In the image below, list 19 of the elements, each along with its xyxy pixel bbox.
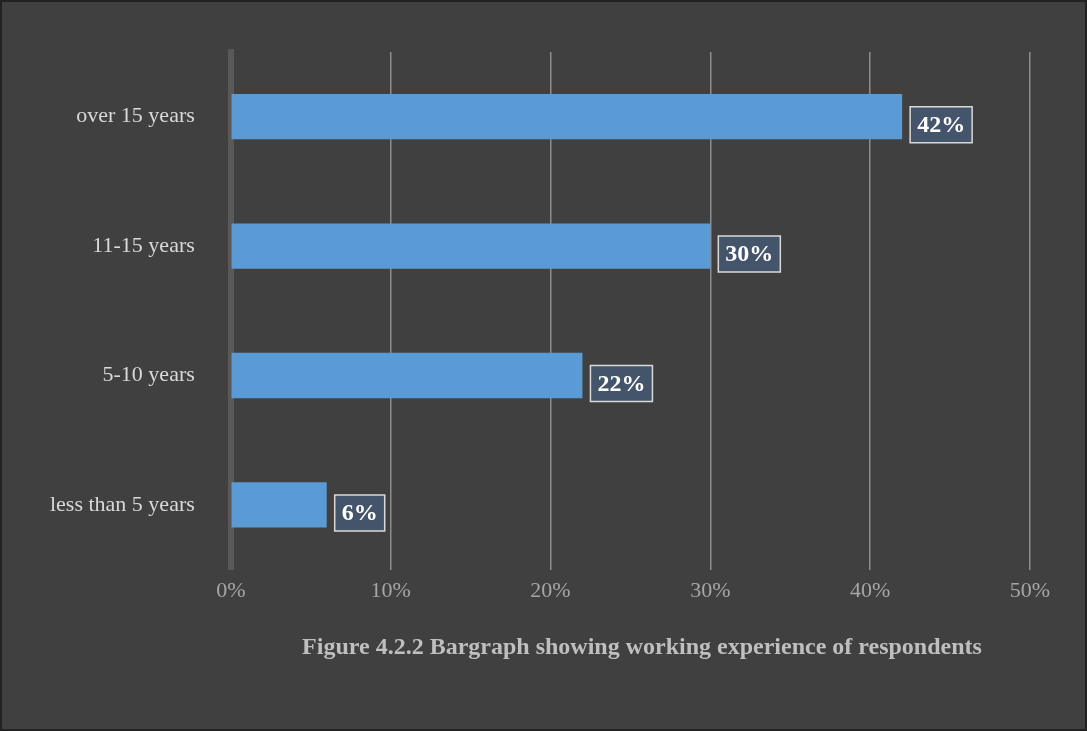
bar — [231, 94, 903, 140]
x-tick-label: 40% — [849, 576, 891, 602]
data-label: 6% — [341, 499, 378, 526]
x-tick-label: 20% — [530, 576, 571, 602]
bar — [231, 223, 711, 269]
x-tick-label: 0% — [216, 576, 246, 602]
data-label: 22% — [597, 369, 646, 396]
y-tick-label: 5-10 years — [102, 361, 195, 387]
bar — [231, 352, 583, 399]
y-tick-label: over 15 years — [76, 102, 195, 128]
bar — [231, 482, 327, 528]
data-label: 30% — [725, 240, 774, 267]
y-tick-label: 11-15 years — [92, 231, 195, 257]
x-tick-label: 50% — [1009, 576, 1051, 602]
y-tick-label: less than 5 years — [50, 490, 195, 516]
x-tick-label: 10% — [370, 576, 411, 602]
text: Figure 4.2.2 Bargraph showing working experience of respondents — [301, 632, 983, 661]
data-label: 42% — [917, 110, 966, 137]
x-tick-label: 30% — [690, 576, 731, 602]
